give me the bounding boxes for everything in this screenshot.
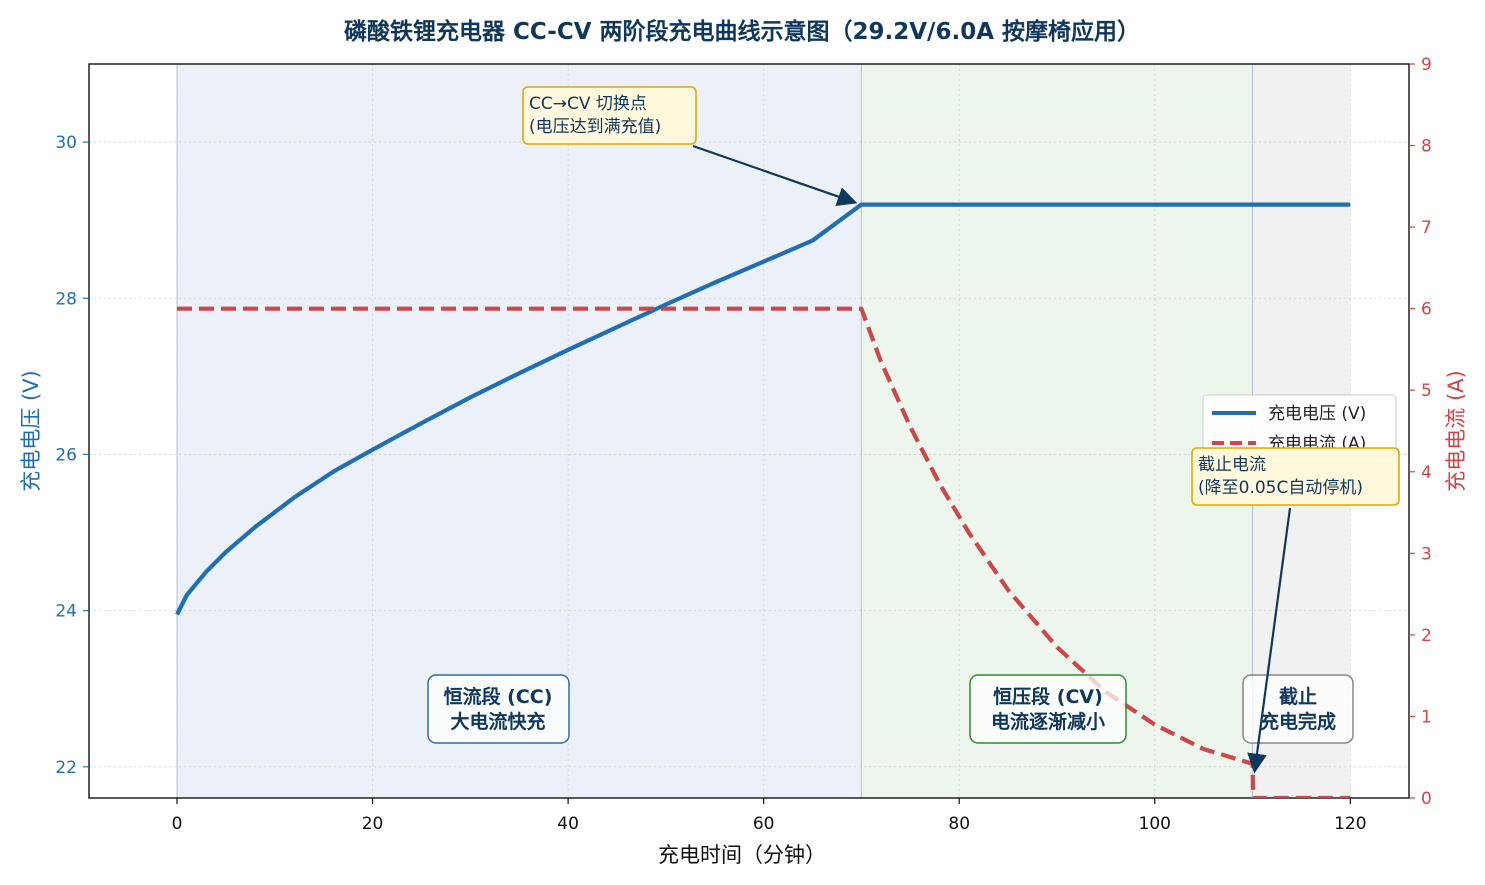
phase-label-cv-box <box>969 674 1127 744</box>
right-tick-label: 7 <box>1421 218 1432 238</box>
right-tick-label: 2 <box>1421 626 1432 646</box>
annotation-switch-point: CC→CV 切换点 (电压达到满充值) <box>522 86 858 207</box>
left-tick-label: 28 <box>55 289 77 309</box>
x-axis-ticks: 0 20 40 60 80 100 120 <box>172 798 1367 834</box>
x-tick-label: 40 <box>557 814 579 834</box>
phase-label-cutoff-line2: 充电完成 <box>1260 710 1336 733</box>
switch-point-line2: (电压达到满充值) <box>529 117 661 137</box>
right-tick-label: 5 <box>1421 381 1432 401</box>
left-tick-label: 24 <box>55 602 77 622</box>
phase-label-cc-box <box>427 674 570 744</box>
y-axis-label-left: 充电电压 (V) <box>19 370 43 491</box>
switch-point-line1: CC→CV 切换点 <box>529 94 647 114</box>
left-axis-ticks: 22 24 26 28 30 <box>55 133 89 778</box>
x-tick-label: 20 <box>362 814 384 834</box>
cutoff-current-box <box>1191 447 1400 506</box>
grid-lines <box>89 64 1409 798</box>
right-tick-label: 0 <box>1421 789 1432 809</box>
right-tick-label: 6 <box>1421 300 1432 320</box>
legend: 充电电压 (V) 充电电流 (A) <box>1202 394 1397 460</box>
switch-point-box <box>522 86 697 145</box>
left-tick-label: 22 <box>55 758 77 778</box>
voltage-line <box>175 202 1351 616</box>
phase-label-cv-line1: 恒压段 (CV) <box>993 685 1103 708</box>
legend-voltage-label: 充电电压 (V) <box>1268 404 1366 424</box>
right-tick-label: 8 <box>1421 137 1432 157</box>
current-line <box>177 306 1351 798</box>
right-tick-label: 9 <box>1421 55 1432 75</box>
x-tick-label: 120 <box>1334 814 1366 834</box>
cutoff-current-line1: 截止电流 <box>1198 455 1266 475</box>
series-layer <box>175 202 1351 798</box>
x-axis-label: 充电时间（分钟） <box>658 843 826 867</box>
right-tick-label: 4 <box>1421 463 1432 483</box>
x-tick-label: 80 <box>948 814 970 834</box>
chart-title: 磷酸铁锂充电器 CC-CV 两阶段充电曲线示意图（29.2V/6.0A 按摩椅应… <box>344 18 1140 45</box>
phase-label-cv-line2: 电流逐渐减小 <box>991 710 1105 733</box>
x-tick-label: 100 <box>1139 814 1171 834</box>
cutoff-current-arrow <box>1247 507 1292 774</box>
right-tick-label: 1 <box>1421 707 1432 727</box>
y-axis-label-right: 充电电流 (A) <box>1444 370 1468 491</box>
phase-label-cutoff-box <box>1242 674 1354 744</box>
switch-point-arrow <box>692 144 858 207</box>
phase-label-cc-line1: 恒流段 (CC) <box>444 685 553 708</box>
phase-labels: 恒流段 (CC) 大电流快充 恒压段 (CV) 电流逐渐减小 截止 充电完成 <box>427 674 1354 744</box>
left-tick-label: 30 <box>55 133 77 153</box>
right-axis-ticks: 0 1 2 3 4 5 6 7 8 9 <box>1409 55 1432 809</box>
annotation-cutoff-current: 截止电流 (降至0.05C自动停机) <box>1191 447 1400 774</box>
x-tick-label: 0 <box>172 814 183 834</box>
left-tick-label: 26 <box>55 445 77 465</box>
x-tick-label: 60 <box>753 814 775 834</box>
phase-label-cc-line2: 大电流快充 <box>450 710 545 733</box>
right-tick-label: 3 <box>1421 544 1432 564</box>
cutoff-current-line2: (降至0.05C自动停机) <box>1198 478 1363 498</box>
plot-frame <box>88 63 1410 799</box>
phase-regions <box>176 64 1351 798</box>
phase-label-cutoff-line1: 截止 <box>1279 685 1317 708</box>
